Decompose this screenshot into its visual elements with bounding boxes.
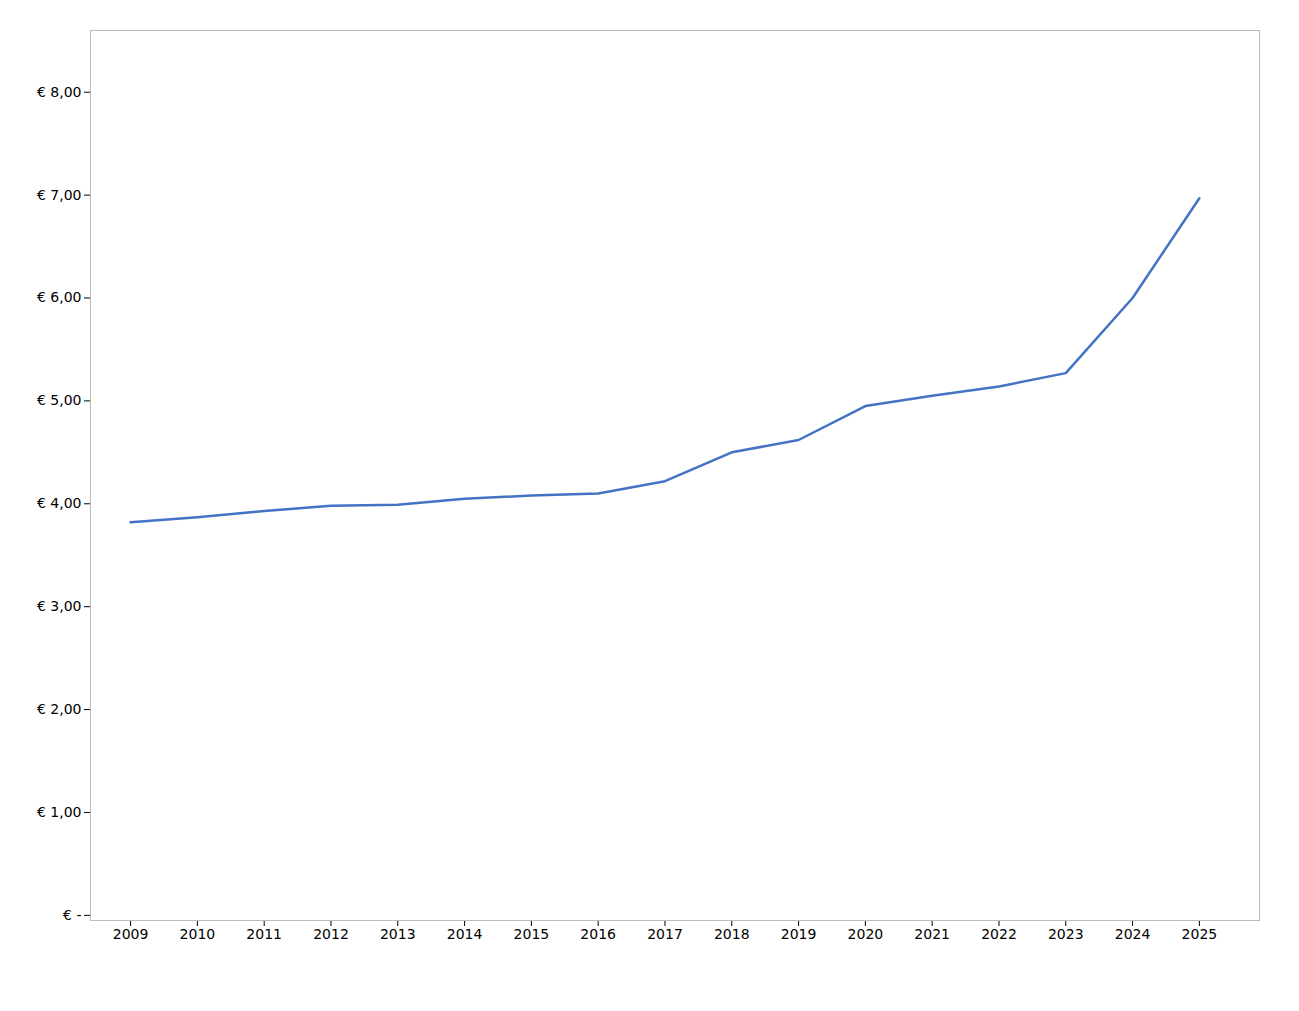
svg-text:€ 6,00: € 6,00 (37, 289, 82, 305)
svg-text:€ 1,00: € 1,00 (37, 804, 82, 820)
svg-text:2011: 2011 (246, 926, 282, 942)
svg-text:2018: 2018 (714, 926, 750, 942)
svg-text:2022: 2022 (981, 926, 1017, 942)
svg-text:2023: 2023 (1048, 926, 1084, 942)
svg-text:€ -: € - (63, 907, 81, 923)
svg-text:€ 3,00: € 3,00 (37, 598, 82, 614)
svg-text:2025: 2025 (1182, 926, 1218, 942)
svg-text:€ 8,00: € 8,00 (37, 84, 82, 100)
svg-text:2015: 2015 (514, 926, 550, 942)
svg-text:2014: 2014 (447, 926, 483, 942)
svg-text:2017: 2017 (647, 926, 683, 942)
svg-text:2010: 2010 (180, 926, 216, 942)
svg-text:2009: 2009 (113, 926, 149, 942)
svg-text:2020: 2020 (848, 926, 884, 942)
svg-text:2012: 2012 (313, 926, 349, 942)
svg-text:2024: 2024 (1115, 926, 1151, 942)
svg-text:€ 4,00: € 4,00 (37, 495, 82, 511)
svg-text:2021: 2021 (914, 926, 950, 942)
svg-text:€ 7,00: € 7,00 (37, 187, 82, 203)
svg-text:2013: 2013 (380, 926, 416, 942)
svg-text:2019: 2019 (781, 926, 817, 942)
svg-text:€ 2,00: € 2,00 (37, 701, 82, 717)
svg-text:€ 5,00: € 5,00 (37, 392, 82, 408)
svg-text:2016: 2016 (580, 926, 616, 942)
